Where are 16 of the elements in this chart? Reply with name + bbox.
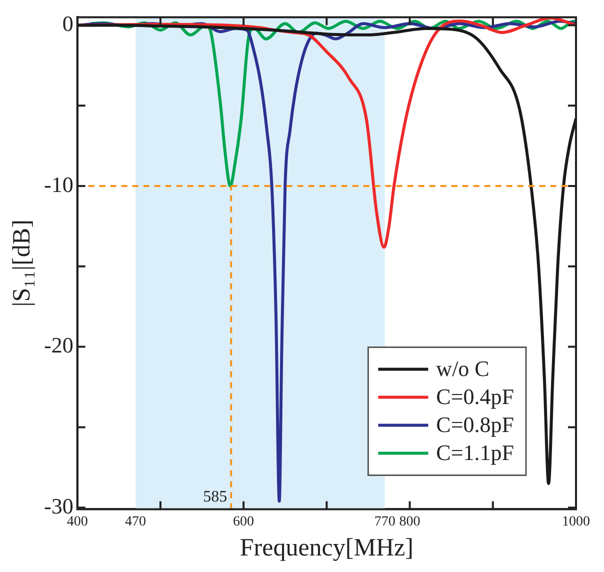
x-tick-label: 770 (374, 514, 396, 530)
x-axis-title: Frequency[MHz] (240, 534, 414, 562)
y-tick-label: 0 (62, 11, 74, 36)
x-tick-label: 600 (233, 514, 254, 530)
x-tick-label: 800 (399, 514, 420, 530)
x-tick-label: 400 (66, 514, 88, 530)
y-tick-label: -10 (44, 172, 74, 197)
legend-label: C=1.1pF (436, 440, 514, 465)
x-tick-label: 1000 (562, 514, 590, 530)
y-tick-label: -20 (44, 332, 74, 358)
x-tick-label: 470 (125, 514, 146, 530)
legend-label: w/o C (436, 356, 490, 381)
legend-label: C=0.4pF (436, 384, 514, 409)
ref-line-label: 585 (203, 488, 228, 506)
legend-label: C=0.8pF (436, 412, 514, 437)
y-axis-title: |S₁₁|[dB] (8, 220, 36, 307)
